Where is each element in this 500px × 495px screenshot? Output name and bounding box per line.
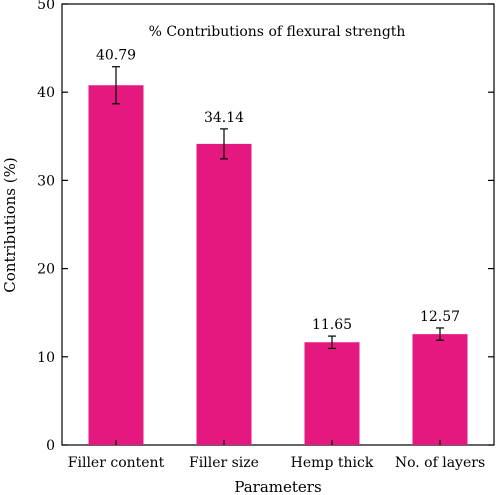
data-label: 40.79 — [96, 48, 136, 64]
x-axis-title: Parameters — [234, 478, 321, 495]
bar — [196, 143, 252, 445]
chart-title: % Contributions of flexural strength — [149, 24, 406, 40]
y-tick-label: 30 — [37, 173, 55, 189]
data-label: 34.14 — [204, 110, 244, 126]
x-tick-label: No. of layers — [395, 455, 485, 471]
y-tick-label: 20 — [37, 262, 55, 278]
y-tick-label: 40 — [37, 85, 55, 101]
x-tick-label: Filler content — [68, 455, 165, 471]
bar — [412, 334, 468, 445]
data-label: 11.65 — [312, 317, 352, 333]
y-tick-label: 50 — [37, 0, 55, 13]
x-tick-label: Hemp thick — [291, 455, 374, 471]
bar — [304, 342, 360, 445]
y-axis: 0 10 20 30 40 50 — [37, 0, 494, 454]
x-axis: Filler content Filler size Hemp thick No. o… — [68, 440, 485, 471]
data-label: 12.57 — [420, 309, 460, 325]
x-tick-label: Filler size — [189, 455, 259, 471]
bars-group: 40.79 34.14 11.65 12.57 — [88, 48, 468, 445]
plot-frame — [61, 3, 495, 446]
bar — [88, 85, 144, 445]
y-tick-label: 0 — [46, 438, 55, 454]
y-tick-label: 10 — [37, 350, 55, 366]
y-axis-title: Contributions (%) — [1, 157, 19, 292]
